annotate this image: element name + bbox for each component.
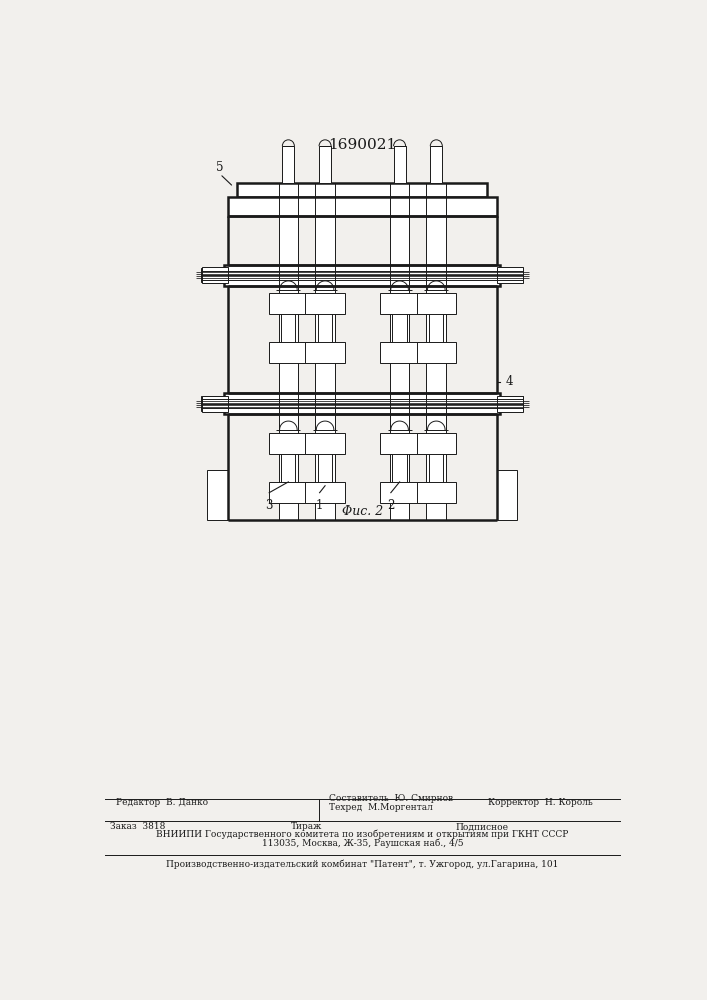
Bar: [392, 447, 407, 489]
Bar: [315, 216, 335, 520]
Bar: [305, 482, 345, 503]
Bar: [390, 216, 409, 520]
Bar: [496, 267, 523, 283]
Text: 3: 3: [265, 499, 273, 512]
Bar: [201, 267, 228, 283]
Bar: [305, 433, 345, 454]
Bar: [429, 307, 443, 349]
Bar: [380, 433, 419, 454]
Bar: [380, 342, 419, 363]
Bar: [269, 433, 308, 454]
Bar: [305, 342, 345, 363]
Bar: [207, 470, 228, 520]
Bar: [416, 293, 456, 314]
Text: Составитель  Ю. Смирнов: Составитель Ю. Смирнов: [329, 794, 454, 803]
Text: Редактор  В. Данко: Редактор В. Данко: [116, 798, 208, 807]
Bar: [269, 293, 308, 314]
Bar: [224, 265, 501, 286]
Bar: [380, 293, 419, 314]
Bar: [429, 447, 443, 489]
Bar: [305, 293, 345, 314]
Bar: [224, 393, 501, 414]
Bar: [269, 482, 308, 503]
Text: Заказ  3818: Заказ 3818: [110, 822, 165, 831]
Bar: [501, 268, 523, 282]
Bar: [416, 433, 456, 454]
Bar: [318, 307, 332, 349]
Bar: [228, 197, 496, 216]
Text: 1: 1: [316, 499, 323, 512]
Text: Техред  М.Моргентал: Техред М.Моргентал: [329, 803, 433, 812]
Bar: [380, 482, 419, 503]
Text: Φuc. 2: Φuc. 2: [341, 505, 383, 518]
Bar: [496, 396, 523, 412]
Bar: [392, 307, 407, 349]
Bar: [281, 307, 296, 349]
Bar: [269, 342, 308, 363]
Bar: [416, 342, 456, 363]
Text: 113035, Москва, Ж-35, Раушская наб., 4/5: 113035, Москва, Ж-35, Раушская наб., 4/5: [262, 838, 463, 848]
Bar: [319, 146, 331, 183]
Bar: [431, 146, 443, 183]
Bar: [318, 447, 332, 489]
Text: Производственно-издательский комбинат "Патент", т. Ужгород, ул.Гагарина, 101: Производственно-издательский комбинат "П…: [166, 860, 559, 869]
Text: Корректор  Н. Король: Корректор Н. Король: [489, 798, 593, 807]
Bar: [501, 396, 523, 411]
Bar: [282, 146, 294, 183]
Bar: [201, 396, 224, 411]
Bar: [426, 216, 446, 520]
Text: Подписное: Подписное: [455, 822, 508, 831]
Bar: [201, 268, 224, 282]
Bar: [201, 396, 228, 412]
Bar: [281, 447, 296, 489]
Bar: [416, 482, 456, 503]
Bar: [394, 146, 406, 183]
Text: 4: 4: [506, 375, 513, 388]
Text: ВНИИПИ Государственного комитета по изобретениям и открытиям при ГКНТ СССР: ВНИИПИ Государственного комитета по изоб…: [156, 830, 568, 839]
Text: 5: 5: [216, 161, 223, 174]
Text: 1690021: 1690021: [328, 138, 397, 152]
Text: 2: 2: [387, 499, 395, 512]
Bar: [279, 216, 298, 520]
Text: Тираж: Тираж: [291, 822, 322, 831]
Bar: [496, 470, 518, 520]
Bar: [238, 183, 487, 197]
